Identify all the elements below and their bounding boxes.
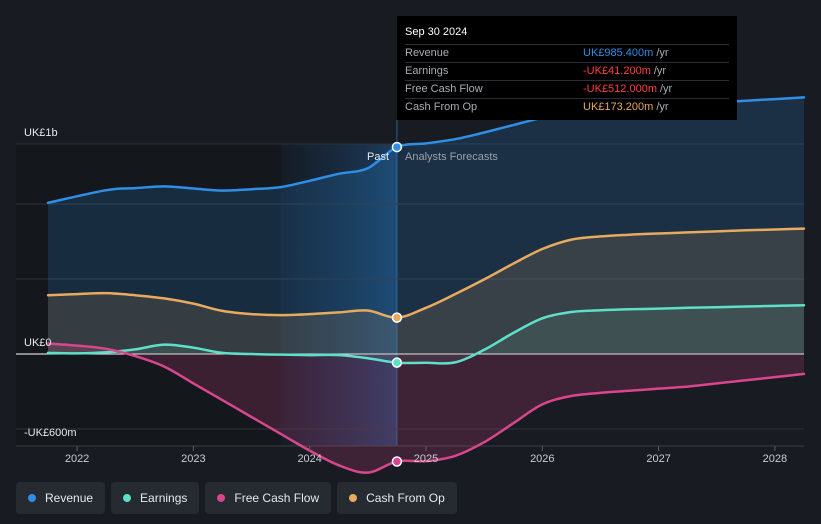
legend-item-free-cash-flow[interactable]: Free Cash Flow [205, 482, 332, 514]
tooltip-value: -UK£512.000m [583, 83, 657, 95]
tooltip-date: Sep 30 2024 [405, 26, 468, 38]
legend-dot-icon [28, 494, 36, 502]
legend-label: Earnings [140, 491, 188, 505]
tooltip-value: -UK£41.200m [583, 65, 651, 77]
x-tick-2024: 2024 [297, 453, 321, 465]
tooltip-row: Revenue UK£985.400m/yr [405, 44, 729, 62]
x-tick-2028: 2028 [763, 453, 787, 465]
x-tick-2027: 2027 [646, 453, 670, 465]
legend-item-revenue[interactable]: Revenue [16, 482, 106, 514]
tooltip-row: Cash From Op UK£173.200m/yr [405, 98, 729, 116]
legend-item-earnings[interactable]: Earnings [111, 482, 200, 514]
tooltip-value: UK£985.400m [583, 47, 654, 59]
past-label: Past [367, 151, 389, 163]
x-tick-2025: 2025 [414, 453, 438, 465]
tooltip-value: UK£173.200m [583, 101, 654, 113]
tooltip-row: Earnings -UK£41.200m/yr [405, 62, 729, 80]
line-cash-from-op [46, 227, 806, 319]
legend-label: Revenue [45, 491, 94, 505]
area-earnings [48, 305, 804, 364]
legend: Revenue Earnings Free Cash Flow Cash From O… [16, 482, 457, 514]
legend-item-cash-from-op[interactable]: Cash From Op [337, 482, 457, 514]
tooltip-unit: /yr [656, 101, 669, 113]
area-cash-from-op [48, 228, 804, 354]
tooltip-label: Free Cash Flow [405, 83, 483, 95]
tooltip: Sep 30 2024 Revenue UK£985.400m/yr Earning… [397, 16, 737, 120]
y-label-bottom: -UK£600m [24, 427, 77, 439]
x-tick-2026: 2026 [530, 453, 554, 465]
y-label-zero: UK£0 [24, 337, 52, 349]
tooltip-label: Cash From Op [405, 101, 478, 113]
x-tick-2023: 2023 [181, 453, 205, 465]
line-free-cash-flow [46, 342, 806, 474]
legend-label: Free Cash Flow [234, 491, 320, 505]
tooltip-label: Revenue [405, 47, 450, 59]
legend-dot-icon [123, 494, 132, 502]
tooltip-label: Earnings [405, 65, 449, 77]
x-tick-2022: 2022 [65, 453, 89, 465]
marker-free-cash-flow [391, 456, 403, 467]
past-highlight [280, 144, 397, 446]
legend-dot-icon [217, 494, 226, 502]
y-label-top: UK£1b [24, 127, 58, 139]
marker-earnings [391, 357, 403, 368]
marker-revenue [391, 141, 403, 153]
forecast-label: Analysts Forecasts [405, 151, 498, 163]
tooltip-row: Free Cash Flow -UK£512.000m/yr [405, 80, 729, 98]
area-free-cash-flow [48, 343, 804, 473]
legend-dot-icon [349, 494, 358, 502]
area-revenue [48, 97, 804, 355]
marker-cash-from-op [391, 312, 403, 323]
tooltip-unit: /yr [656, 47, 669, 59]
tooltip-unit: /yr [653, 65, 667, 77]
legend-label: Cash From Op [366, 491, 445, 505]
tooltip-unit: /yr [660, 83, 673, 95]
line-earnings [46, 304, 806, 365]
